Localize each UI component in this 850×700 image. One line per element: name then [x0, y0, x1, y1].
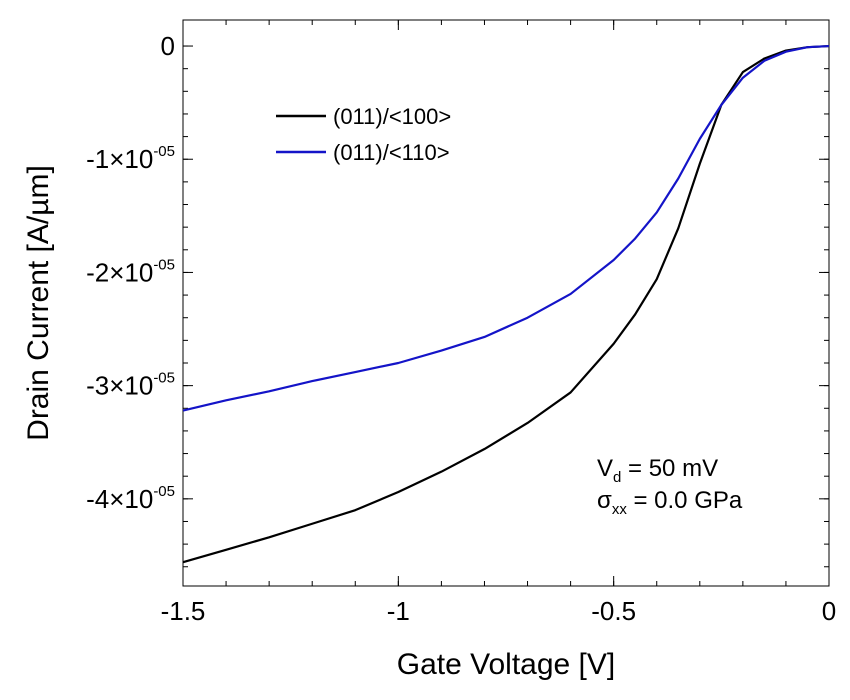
series-line-0: [182, 44, 830, 564]
annotation-drain-voltage: Vd = 50 mV: [597, 455, 718, 486]
legend-label-0: (011)/<100>: [333, 104, 451, 129]
annotation-stress: σxx = 0.0 GPa: [597, 487, 743, 518]
x-tick-label: -1.5: [161, 596, 206, 626]
x-tick-label: -1: [387, 596, 410, 626]
y-tick-label: -4×10-05: [86, 483, 175, 514]
y-axis-title: Drain Current [A/µm]: [22, 165, 55, 441]
x-axis-ticks: -1.5 -1 -0.5 0: [161, 20, 836, 626]
y-tick-label: -3×10-05: [86, 370, 175, 401]
legend-label-1: (011)/<110>: [333, 140, 450, 165]
condition-annotation: Vd = 50 mV σxx = 0.0 GPa: [597, 455, 743, 518]
plot-frame: [182, 19, 830, 587]
x-axis-title: Gate Voltage [V]: [397, 648, 615, 681]
series-line-1: [182, 44, 830, 412]
series-lines: [182, 44, 830, 564]
x-tick-label: 0: [822, 596, 836, 626]
x-tick-label: -0.5: [591, 596, 636, 626]
y-axis-ticks: 0 -1×10-05 -2×10-05 -3×10-05 -4×10-05: [86, 31, 829, 568]
y-tick-label: -1×10-05: [86, 143, 175, 174]
y-tick-label: -2×10-05: [86, 256, 175, 287]
y-tick-label: 0: [161, 31, 175, 61]
legend: (011)/<100> (011)/<110>: [276, 104, 451, 165]
